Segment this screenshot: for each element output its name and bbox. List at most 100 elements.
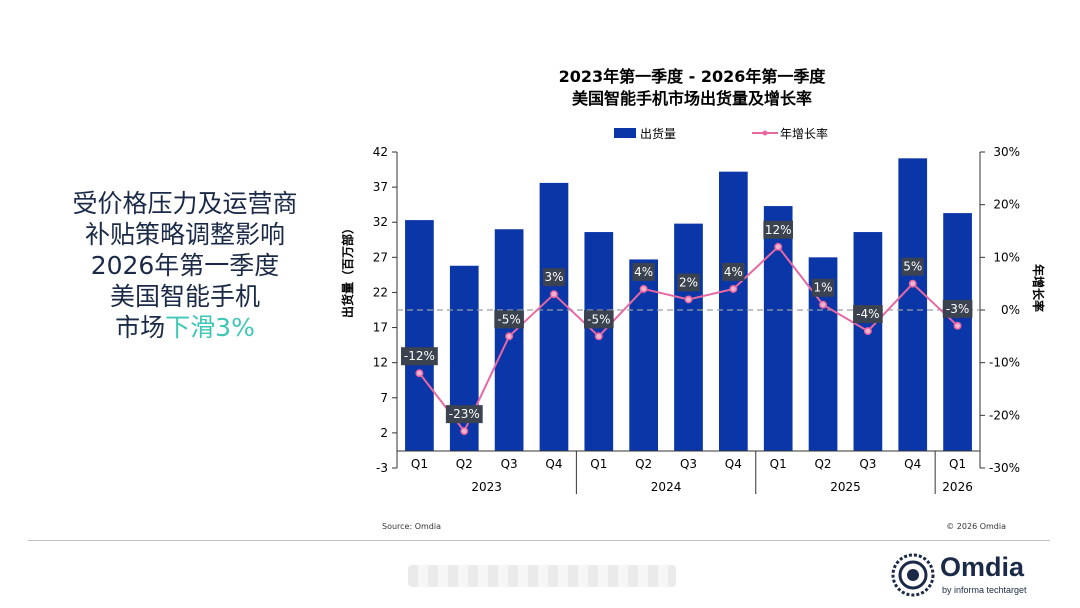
- y-tick-label: 32: [373, 215, 388, 229]
- bar: [674, 223, 703, 451]
- growth-point: [550, 290, 558, 299]
- year-group-label: 2025: [830, 480, 861, 494]
- footer-divider: [28, 540, 1050, 541]
- year-group-label: 2026: [942, 480, 973, 494]
- growth-label: 2%: [679, 275, 698, 289]
- headline-line-4: 美国智能手机: [109, 282, 260, 311]
- y2-tick-label: 10%: [993, 250, 1020, 264]
- growth-label: 4%: [724, 265, 743, 279]
- growth-point: [908, 279, 917, 288]
- growth-label-bg: [722, 262, 745, 281]
- watermark: [408, 565, 676, 587]
- chart-title: 2023年第一季度 - 2026年第一季度: [559, 67, 827, 86]
- logo-name: Omdia: [940, 552, 1025, 582]
- growth-point: [594, 332, 603, 341]
- growth-label-bg: [811, 278, 835, 297]
- y-tick-label: 2: [380, 426, 388, 440]
- y-tick-label: 17: [373, 321, 388, 335]
- bar: [584, 232, 614, 451]
- x-tick-label: Q1: [770, 457, 787, 471]
- growth-label: 5%: [903, 260, 922, 274]
- growth-label: 4%: [634, 265, 653, 279]
- y2-tick-label: -10%: [989, 356, 1020, 370]
- x-tick-label: Q4: [725, 457, 742, 471]
- growth-label: -23%: [449, 407, 480, 421]
- legend-bar-label: 出货量: [640, 126, 676, 141]
- copyright-note: © 2026 Omdia: [946, 522, 1006, 531]
- y-tick-label: 22: [373, 285, 388, 299]
- growth-label-bg: [584, 310, 614, 329]
- x-axis: Q1 Q2 Q3 Q4 Q1 Q2 Q3 Q4 Q1 Q2 Q3 Q4 Q1 2023 2024 2025 20…: [397, 450, 980, 494]
- x-tick-label: Q2: [814, 457, 831, 471]
- legend-line-label: 年增长率: [780, 126, 828, 141]
- x-tick-label: Q4: [904, 457, 921, 471]
- growth-label-bg: [942, 299, 973, 318]
- growth-label-bg: [677, 273, 700, 292]
- source-note: Source: Omdia: [382, 522, 441, 531]
- logo-tagline: by informa techtarget: [942, 585, 1027, 595]
- growth-point: [819, 300, 827, 309]
- bar: [943, 213, 972, 451]
- growth-label: 1%: [814, 281, 833, 295]
- growth-point: [684, 295, 693, 304]
- x-tick-label: Q3: [501, 457, 518, 471]
- y2-tick-label: -30%: [989, 461, 1020, 475]
- growth-label-bg: [445, 405, 483, 424]
- legend-line-marker: [762, 130, 768, 136]
- year-group-label: 2024: [651, 480, 682, 494]
- growth-point: [505, 332, 514, 341]
- y2-tick-label: 20%: [993, 198, 1020, 212]
- headline-accent: 下滑3%: [165, 313, 255, 342]
- x-tick-label: Q2: [635, 457, 652, 471]
- headline-line-5: 市场下滑3%: [40, 312, 330, 343]
- growth-label-bg: [763, 220, 793, 239]
- y2-tick-label: 0%: [1001, 303, 1020, 317]
- x-tick-label: Q4: [545, 457, 562, 471]
- growth-point: [415, 369, 424, 378]
- y2-tick-label: -20%: [989, 408, 1020, 422]
- growth-label: -4%: [856, 307, 879, 321]
- x-tick-label: Q3: [680, 457, 697, 471]
- y-tick-label: 12: [373, 356, 388, 370]
- growth-label: -12%: [404, 349, 435, 363]
- y-tick-label: 27: [373, 250, 388, 264]
- omdia-logo-mark-icon: [891, 553, 935, 597]
- legend: 出货量 年增长率: [614, 126, 828, 141]
- growth-point: [774, 242, 783, 251]
- growth-label-bg: [494, 310, 524, 329]
- growth-label: -3%: [946, 302, 969, 316]
- growth-label: -5%: [587, 312, 610, 326]
- growth-point: [639, 284, 648, 293]
- bar: [539, 182, 569, 452]
- chart: 2023年第一季度 - 2026年第一季度 美国智能手机市场出货量及增长率 出货…: [340, 67, 1046, 531]
- bar: [853, 232, 883, 451]
- year-group-label: 2023: [471, 480, 502, 494]
- y2-tick-label: 30%: [993, 145, 1020, 159]
- bar: [898, 158, 928, 451]
- growth-point: [729, 284, 738, 293]
- headline: 受价格压力及运营商 补贴策略调整影响 2026年第一季度 美国智能手机 市场下滑…: [40, 188, 330, 343]
- x-tick-label: Q2: [456, 457, 473, 471]
- y-tick-label: -3: [376, 461, 388, 475]
- x-tick-label: Q1: [590, 457, 607, 471]
- legend-bar-swatch: [614, 128, 636, 138]
- bar-series: [405, 158, 972, 452]
- growth-label: -5%: [497, 312, 520, 326]
- chart-subtitle: 美国智能手机市场出货量及增长率: [572, 89, 812, 108]
- headline-line-1: 受价格压力及运营商: [72, 189, 298, 218]
- growth-point: [863, 327, 872, 336]
- x-tick-label: Q1: [949, 457, 966, 471]
- headline-prefix: 市场: [115, 313, 166, 342]
- growth-label: 12%: [765, 223, 792, 237]
- headline-line-3: 2026年第一季度: [90, 251, 280, 280]
- growth-label-bg: [401, 347, 438, 366]
- y2-axis-label: 年增长率: [1031, 264, 1046, 312]
- y-axis-left: 42 37 32 27 22 17 12 7 2 -3: [373, 145, 398, 475]
- y-axis-right: 30% 20% 10% 0% -10% -20% -30%: [979, 145, 1020, 475]
- growth-point: [460, 427, 469, 436]
- growth-point: [953, 321, 962, 330]
- growth-label-bg: [853, 305, 883, 324]
- growth-label: 3%: [544, 270, 563, 284]
- bar: [763, 206, 793, 451]
- bar: [449, 265, 479, 451]
